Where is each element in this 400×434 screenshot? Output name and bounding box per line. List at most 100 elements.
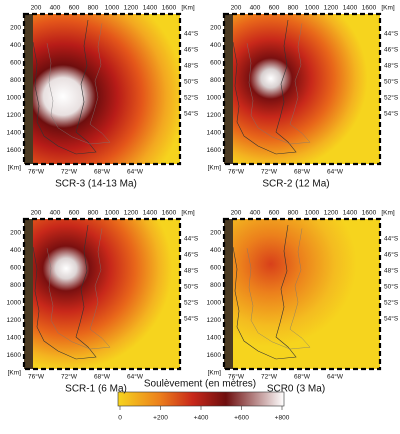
top-axis-label: 200 xyxy=(31,5,42,12)
map-field xyxy=(24,219,180,369)
left-axis-label: 1400 xyxy=(207,130,222,137)
panel-caption: SCR-2 (12 Ma) xyxy=(262,179,329,190)
bottom-axis-label: 76°W xyxy=(228,168,245,176)
colorbar xyxy=(117,391,285,407)
top-axis-label: 1000 xyxy=(305,5,320,12)
top-axis-label: 1400 xyxy=(143,5,158,12)
right-axis-label: 48°S xyxy=(184,267,199,275)
top-axis-label: 1400 xyxy=(143,210,158,217)
bottom-axis-label: 72°W xyxy=(61,373,78,381)
top-axis-label: 1600 xyxy=(362,210,377,217)
coastline xyxy=(232,224,297,360)
left-axis-label: [Km] xyxy=(8,370,22,377)
top-axis-label: 400 xyxy=(50,210,61,217)
left-axis-label: 1000 xyxy=(207,95,222,102)
left-axis-label: 400 xyxy=(210,42,221,49)
left-axis-label: 1200 xyxy=(7,317,22,324)
bottom-axis-label: 64°W xyxy=(127,168,144,176)
right-axis-label: 52°S xyxy=(384,94,399,102)
top-axis-label: 600 xyxy=(269,210,280,217)
colorbar-tick-label: +400 xyxy=(194,415,209,422)
colorbar-tick-label: 0 xyxy=(118,415,122,422)
left-axis-label: 200 xyxy=(10,25,21,32)
top-axis-label: 800 xyxy=(288,210,299,217)
right-axis-label: 46°S xyxy=(184,46,199,54)
right-axis-label: 50°S xyxy=(384,283,399,291)
left-axis-label: [Km] xyxy=(8,165,22,172)
left-axis-label: 200 xyxy=(10,230,21,237)
top-axis-label: [Km] xyxy=(381,5,395,12)
bottom-axis-label: 68°W xyxy=(294,168,311,176)
right-axis-label: 52°S xyxy=(184,94,199,102)
left-axis-label: 1200 xyxy=(207,112,222,119)
top-axis-label: [Km] xyxy=(381,210,395,217)
top-axis-label: 1400 xyxy=(343,5,358,12)
left-axis-label: 1400 xyxy=(207,335,222,342)
right-axis-label: 50°S xyxy=(184,78,199,86)
left-axis-label: 600 xyxy=(210,60,221,67)
left-axis-label: 800 xyxy=(210,282,221,289)
left-axis-label: 1200 xyxy=(207,317,222,324)
left-axis-label: 1400 xyxy=(7,130,22,137)
top-axis-label: 1000 xyxy=(105,210,120,217)
top-axis-label: 200 xyxy=(231,5,242,12)
bottom-axis-label: 64°W xyxy=(327,168,344,176)
top-axis-label: 600 xyxy=(269,5,280,12)
right-axis-label: 46°S xyxy=(384,46,399,54)
left-axis-label: 1600 xyxy=(207,352,222,359)
top-axis-label: 1600 xyxy=(162,5,177,12)
right-axis-label: 44°S xyxy=(184,235,199,243)
left-axis-label: 1600 xyxy=(207,147,222,154)
left-axis-label: 800 xyxy=(10,282,21,289)
bottom-axis-label: 68°W xyxy=(94,168,111,176)
left-axis-label: 1600 xyxy=(7,352,22,359)
top-axis-label: 400 xyxy=(250,5,261,12)
ocean-strip xyxy=(24,14,33,164)
right-axis-label: 52°S xyxy=(384,299,399,307)
left-axis-label: 1200 xyxy=(7,112,22,119)
map-frame xyxy=(22,217,182,371)
right-axis-label: 48°S xyxy=(384,62,399,70)
bottom-axis-label: 64°W xyxy=(127,373,144,381)
top-axis-label: 1200 xyxy=(324,5,339,12)
left-axis-label: 200 xyxy=(210,25,221,32)
top-axis-label: 800 xyxy=(288,5,299,12)
map-frame xyxy=(22,12,182,166)
top-axis-label: 200 xyxy=(31,210,42,217)
top-axis-label: 1400 xyxy=(343,210,358,217)
bottom-axis-label: 64°W xyxy=(327,373,344,381)
top-axis-label: [Km] xyxy=(181,210,195,217)
ocean-strip xyxy=(24,219,33,369)
right-axis-label: 44°S xyxy=(184,30,199,38)
left-axis-label: 400 xyxy=(10,247,21,254)
left-axis-label: 400 xyxy=(10,42,21,49)
left-axis-label: 800 xyxy=(10,77,21,84)
top-axis-label: 800 xyxy=(88,210,99,217)
left-axis-label: 400 xyxy=(210,247,221,254)
bottom-axis-label: 72°W xyxy=(261,168,278,176)
left-axis-label: [Km] xyxy=(208,165,222,172)
left-axis-label: 1600 xyxy=(7,147,22,154)
bottom-axis-label: 76°W xyxy=(28,373,45,381)
coastline xyxy=(32,224,97,360)
right-axis-label: 44°S xyxy=(384,235,399,243)
top-axis-label: 1000 xyxy=(105,5,120,12)
left-axis-label: 200 xyxy=(210,230,221,237)
right-axis-label: 46°S xyxy=(384,251,399,259)
map-frame xyxy=(222,12,382,166)
map-field xyxy=(24,14,180,164)
coastline xyxy=(232,19,297,155)
bottom-axis-label: 72°W xyxy=(261,373,278,381)
border-line xyxy=(246,23,311,145)
coastline xyxy=(32,19,97,155)
right-axis-label: 54°S xyxy=(384,110,399,118)
left-axis-label: 600 xyxy=(210,265,221,272)
top-axis-label: 200 xyxy=(231,210,242,217)
left-axis-label: 1000 xyxy=(7,95,22,102)
colorbar-tick-label: +800 xyxy=(275,415,290,422)
top-axis-label: [Km] xyxy=(181,5,195,12)
map-field xyxy=(224,14,380,164)
top-axis-label: 600 xyxy=(69,5,80,12)
left-axis-label: 1400 xyxy=(7,335,22,342)
